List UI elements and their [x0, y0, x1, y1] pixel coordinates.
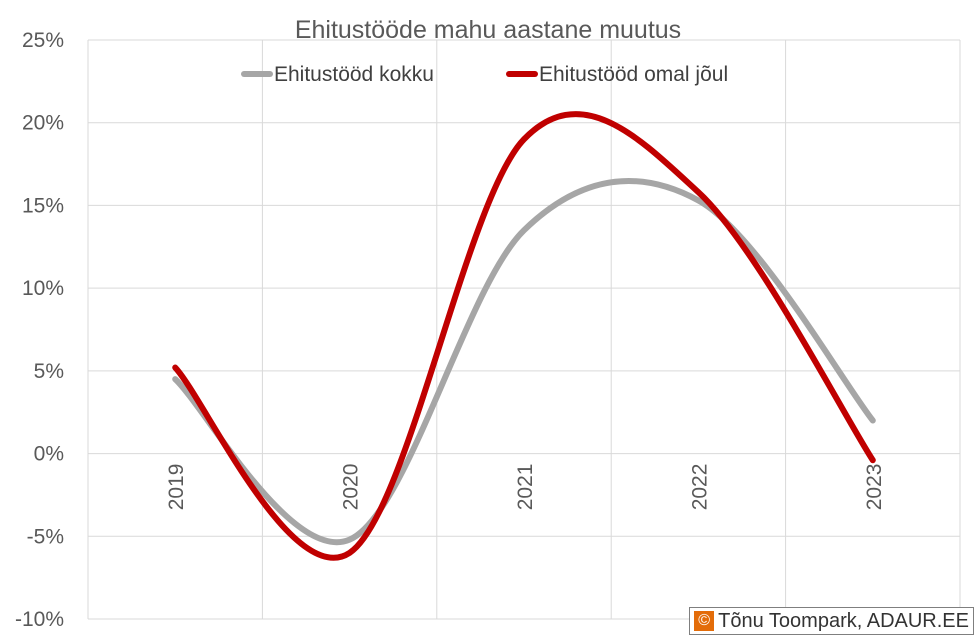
grid-layer	[87, 39, 961, 620]
series-layer	[172, 111, 876, 561]
copyright-icon: ©	[694, 611, 715, 631]
legend-label: Ehitustööd kokku	[274, 63, 434, 86]
y-tick-label: 15%	[22, 194, 64, 217]
credit-badge: © Tõnu Toompark, ADAUR.EE	[689, 607, 974, 635]
x-tick-label: 2021	[514, 464, 537, 511]
y-tick-label: 5%	[34, 360, 64, 383]
series-line-1	[172, 177, 876, 546]
credit-text: Tõnu Toompark, ADAUR.EE	[718, 610, 969, 632]
x-tick-label: 2019	[165, 464, 188, 511]
y-tick-label: -5%	[27, 525, 64, 548]
x-tick-label: 2023	[863, 464, 886, 511]
y-tick-label: 25%	[22, 29, 64, 52]
legend-item: Ehitustööd omal jõul	[506, 63, 728, 86]
legend-item: Ehitustööd kokku	[241, 63, 434, 86]
series-line-2	[172, 111, 876, 561]
y-tick-label: -10%	[15, 608, 64, 631]
x-axis: 2019 2020 2021 2022 2023	[165, 464, 886, 511]
y-axis: 25% 20% 15% 10% 5% 0% -5% -10%	[15, 29, 64, 631]
y-tick-label: 10%	[22, 277, 64, 300]
x-tick-label: 2022	[688, 464, 711, 511]
y-tick-label: 0%	[34, 443, 64, 466]
y-tick-label: 20%	[22, 112, 64, 135]
legend: Ehitustööd kokku Ehitustööd omal jõul	[241, 63, 728, 86]
x-tick-label: 2020	[340, 464, 363, 511]
legend-label: Ehitustööd omal jõul	[539, 63, 728, 86]
chart-title: Ehitustööde mahu aastane muutus	[295, 16, 681, 44]
